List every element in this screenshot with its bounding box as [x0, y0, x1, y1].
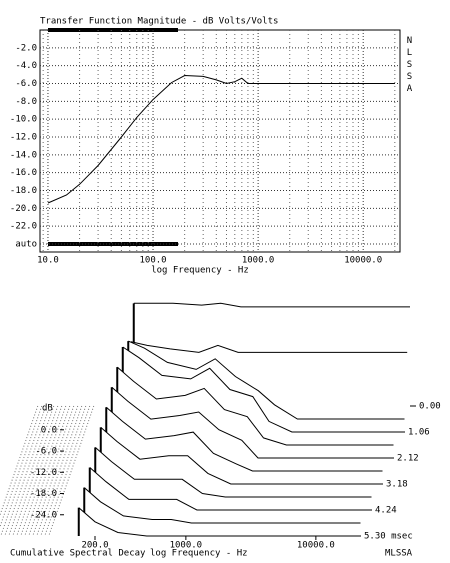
floor-hatch: [32, 405, 79, 537]
plot-frame: [39, 29, 401, 253]
time-tick-label: 3.18: [386, 480, 408, 490]
y-tick-label: -6.0: [15, 79, 37, 89]
slice: [83, 487, 361, 524]
x-tick-label: 200.0: [81, 541, 108, 551]
slice: [133, 302, 410, 308]
slice-fill: [100, 427, 377, 484]
y-tick-label: -18.0: [10, 186, 37, 196]
y-tick-label: 0.0: [41, 425, 57, 435]
time-tick-label: 0.00: [419, 402, 441, 412]
floor-hatch: [20, 405, 67, 537]
chart-title: Transfer Function Magnitude - dB Volts/V…: [40, 17, 278, 27]
x-tick-label: 1000.0: [170, 541, 203, 551]
floor-hatch: [0, 405, 39, 517]
y-tick-label: -14.0: [10, 150, 37, 160]
y-tick-label: -18.0: [30, 489, 57, 499]
floor-hatch: [4, 405, 51, 537]
slice-fill: [89, 467, 366, 510]
x-tick-label: 10000.0: [344, 256, 382, 266]
slice: [130, 341, 408, 353]
y-tick-label: -2.0: [15, 43, 37, 53]
floor-hatch: [12, 405, 59, 537]
slice: [100, 427, 377, 485]
floor-hatch: [28, 405, 75, 537]
slice: [122, 346, 399, 433]
time-tick-label: 5.30 msec: [364, 532, 413, 542]
floor-hatch: [48, 405, 95, 537]
floor-hatch: [16, 405, 63, 537]
slice: [89, 467, 366, 511]
y-tick-label: -22.0: [10, 222, 37, 232]
slice-fill: [95, 447, 372, 497]
y-tick-label: -12.0: [30, 468, 57, 478]
floor-hatch: [36, 405, 83, 537]
slice-fill: [84, 487, 361, 523]
x-axis-label: log Frequency - Hz: [150, 549, 248, 559]
x-tick-label: 100.0: [139, 256, 166, 266]
y-axis-label: dB: [42, 404, 53, 414]
floor-hatch: [24, 405, 71, 537]
line: [47, 74, 395, 204]
slice: [78, 507, 355, 537]
slice-fill: [78, 507, 355, 536]
floor-hatch: [40, 405, 87, 537]
floor-hatch: [0, 405, 47, 537]
x-tick-label: 10.0: [37, 256, 59, 266]
y-tick-label: -8.0: [15, 97, 37, 107]
y-tick-label: -24.0: [30, 510, 57, 520]
side-label: MLSSA: [385, 549, 413, 559]
y-tick-label: auto: [15, 240, 37, 250]
x-tick-label: 10000.0: [297, 541, 335, 551]
y-tick-label: -6.0: [35, 447, 57, 457]
time-tick-label: 1.06: [408, 428, 430, 438]
slice: [94, 447, 372, 498]
x-axis-label: log Frequency - Hz: [151, 266, 249, 276]
floor-hatch: [8, 405, 55, 537]
side-label: NLSSA: [405, 36, 415, 96]
floor-hatch: [44, 405, 91, 537]
y-tick-label: -12.0: [10, 133, 37, 143]
floor-hatch: [0, 405, 43, 529]
slice: [105, 406, 383, 472]
chart-title: Cumulative Spectral Decay: [10, 549, 146, 559]
slice: [128, 340, 405, 420]
slice: [116, 366, 394, 446]
y-tick-label: -16.0: [10, 168, 37, 178]
slice: [111, 386, 388, 459]
y-tick-label: -20.0: [10, 204, 37, 214]
y-tick-label: -10.0: [10, 115, 37, 125]
time-tick-label: 2.12: [397, 454, 419, 464]
time-tick-label: 4.24: [375, 506, 397, 516]
x-tick-label: 1000.0: [242, 256, 275, 266]
y-tick-label: -4.0: [15, 61, 37, 71]
slice-fill: [106, 407, 383, 471]
